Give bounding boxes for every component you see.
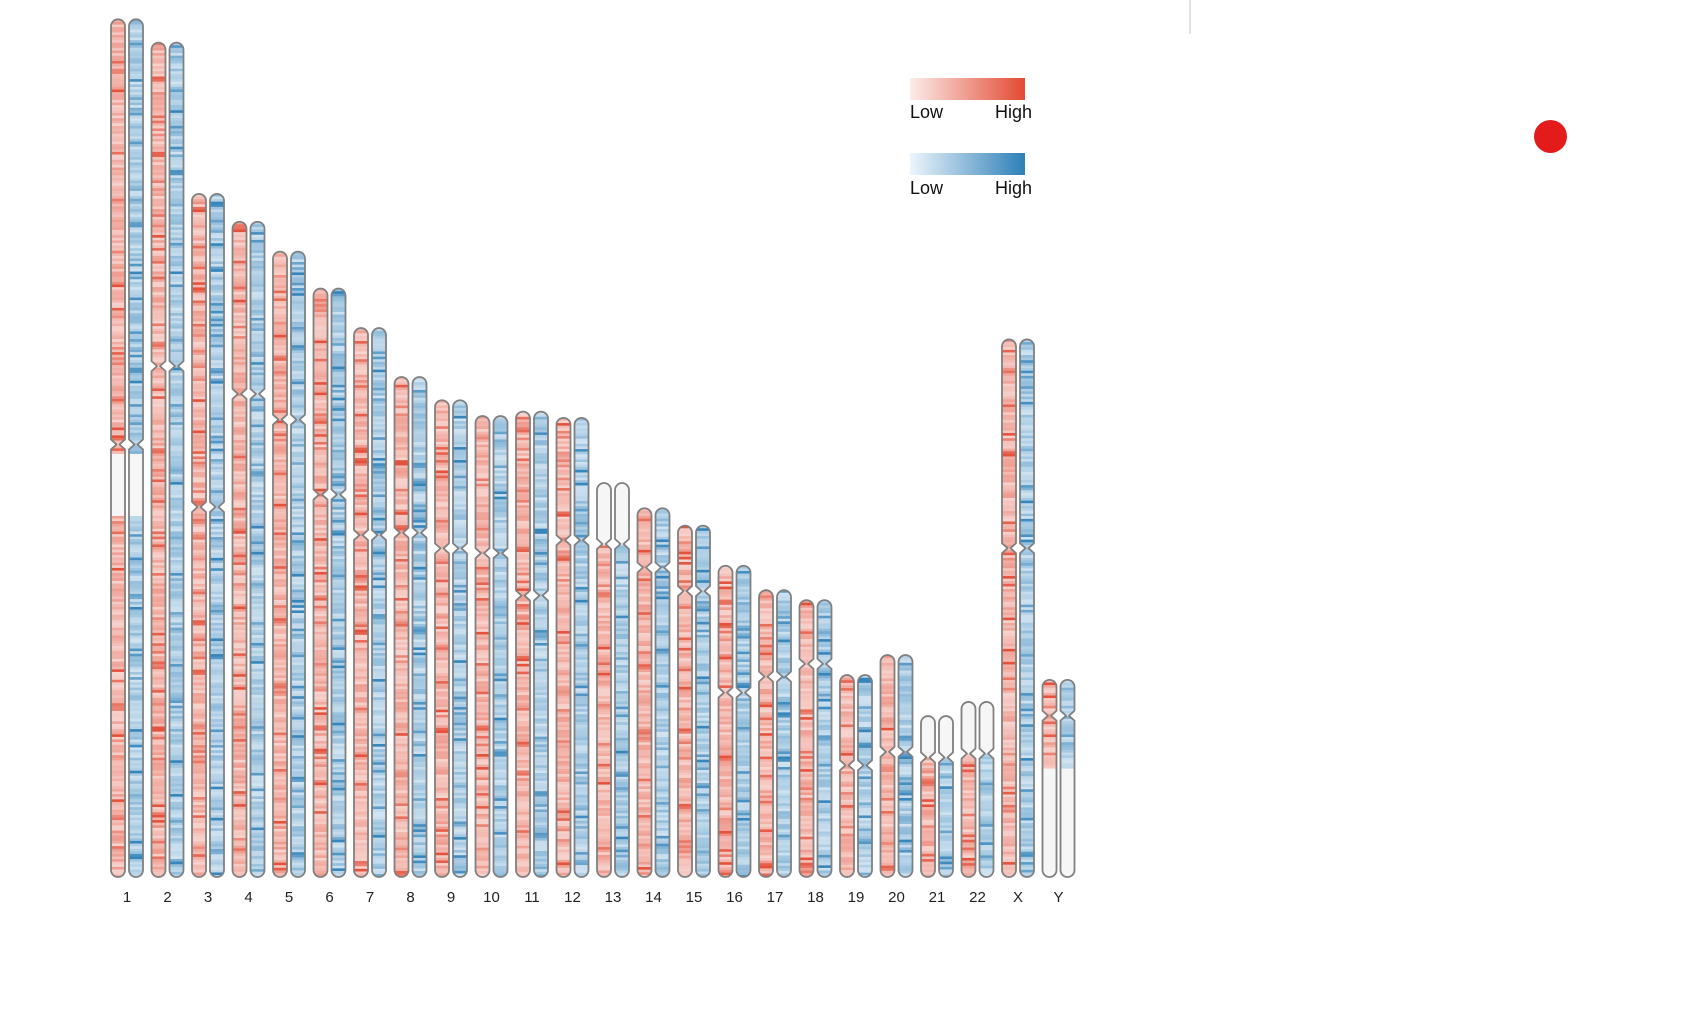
chromosome-11-blue-track[interactable]	[533, 410, 549, 878]
chromosome-6-red-track[interactable]	[312, 287, 329, 880]
chromosome-label-22: 22	[969, 889, 986, 906]
chromosome-21-red-track[interactable]	[920, 715, 936, 878]
karyotype-chart: 1 2 3 4 5 6 7 8 9 10 11 12 13 14 15 16 17 18 19 20 21 22 X Y Lo…	[110, 18, 1076, 906]
chromosome-17-blue-track[interactable]	[776, 589, 792, 879]
chromosome-label-1: 1	[123, 889, 131, 906]
chromosome-8-red-track[interactable]	[393, 376, 410, 879]
record-indicator-icon[interactable]	[1534, 120, 1567, 153]
chromosome-1-red-track[interactable]	[110, 18, 126, 878]
chromosome-15-blue-track[interactable]	[695, 524, 711, 880]
chromosome-label-3: 3	[204, 889, 212, 906]
chromosome-18-blue-track[interactable]	[816, 599, 833, 879]
chromosome-11-red-track[interactable]	[515, 410, 531, 878]
chromosome-19-blue-track[interactable]	[857, 674, 873, 878]
chromosome-label-12: 12	[564, 889, 581, 906]
chromosome-label-21: 21	[929, 889, 946, 906]
chromosome-Y-red-track[interactable]	[1041, 678, 1058, 878]
chromosome-label-11: 11	[524, 889, 540, 906]
chromosome-3-red-track[interactable]	[191, 192, 207, 878]
chromosome-9-blue-track[interactable]	[452, 399, 468, 879]
chromosome-20-red-track[interactable]	[879, 654, 896, 879]
chromosome-label-20: 20	[888, 889, 905, 906]
chromosome-7-blue-track[interactable]	[371, 327, 387, 880]
chromosome-15-red-track[interactable]	[677, 524, 693, 880]
chromosome-label-10: 10	[483, 889, 500, 906]
chromosome-13-blue-track[interactable]	[614, 482, 630, 879]
chromosome-label-8: 8	[406, 889, 414, 906]
chromosome-label-5: 5	[285, 889, 293, 906]
chromosome-X-red-track[interactable]	[1001, 338, 1017, 878]
chromosome-Y-blue-track[interactable]	[1059, 678, 1076, 878]
chromosome-label-9: 9	[447, 889, 455, 906]
chromosome-22-red-track[interactable]	[960, 701, 977, 879]
legend: Low High Low High	[910, 78, 1032, 198]
legend-blue-high-label: High	[995, 178, 1032, 198]
chromosome-label-4: 4	[244, 889, 252, 906]
chromosome-8-blue-track[interactable]	[411, 376, 428, 879]
legend-blue-gradient	[910, 153, 1025, 175]
chromosome-label-2: 2	[163, 889, 171, 906]
chromosome-label-16: 16	[726, 889, 743, 906]
legend-red-low-label: Low	[910, 102, 944, 122]
chromosome-12-blue-track[interactable]	[573, 416, 590, 879]
legend-red-gradient	[910, 78, 1025, 100]
chromosome-1-blue-track[interactable]	[128, 18, 144, 878]
chromosome-20-blue-track[interactable]	[897, 654, 914, 879]
chromosome-2-red-track[interactable]	[150, 41, 167, 878]
chromosome-18-red-track[interactable]	[798, 599, 815, 879]
chromosome-label-group: 1 2 3 4 5 6 7 8 9 10 11 12 13 14 15 16 17 18 19 20 21 22 X Y	[123, 889, 1064, 906]
chromosome-21-blue-track[interactable]	[938, 715, 954, 878]
chromosome-22-blue-track[interactable]	[978, 701, 995, 879]
chromosome-9-red-track[interactable]	[434, 399, 450, 879]
chromosome-label-X: X	[1013, 889, 1023, 906]
chromosome-13-red-track[interactable]	[596, 482, 612, 879]
chromosome-label-18: 18	[807, 889, 824, 906]
chromosome-10-red-track[interactable]	[474, 415, 491, 879]
chromosome-5-blue-track[interactable]	[290, 250, 306, 879]
chromosome-label-19: 19	[848, 889, 865, 906]
chromosome-4-red-track[interactable]	[231, 220, 248, 880]
chromosome-19-red-track[interactable]	[839, 674, 855, 878]
chromosome-track-group	[110, 18, 1076, 880]
chromosome-label-Y: Y	[1053, 889, 1063, 906]
chromosome-3-blue-track[interactable]	[209, 192, 225, 878]
chromosome-label-17: 17	[767, 889, 784, 906]
chromosome-6-blue-track[interactable]	[330, 287, 347, 880]
chromosome-X-blue-track[interactable]	[1019, 338, 1035, 878]
chromosome-label-15: 15	[686, 889, 703, 906]
chromosome-14-red-track[interactable]	[636, 507, 653, 878]
chromosome-7-red-track[interactable]	[353, 327, 369, 880]
chromosome-label-6: 6	[325, 889, 333, 906]
chromosome-label-14: 14	[645, 889, 662, 906]
chromosome-16-blue-track[interactable]	[735, 564, 752, 878]
panel-divider	[1189, 0, 1191, 34]
chromosome-14-blue-track[interactable]	[654, 507, 671, 878]
chromosome-5-red-track[interactable]	[272, 250, 288, 879]
chromosome-12-red-track[interactable]	[555, 416, 572, 879]
chromosome-2-blue-track[interactable]	[168, 41, 185, 878]
chromosome-label-13: 13	[605, 889, 622, 906]
chromosome-10-blue-track[interactable]	[492, 415, 509, 879]
legend-blue-low-label: Low	[910, 178, 944, 198]
chromosome-16-red-track[interactable]	[717, 564, 734, 878]
chromosome-label-7: 7	[366, 889, 374, 906]
chromosome-4-blue-track[interactable]	[249, 220, 266, 880]
legend-red-high-label: High	[995, 102, 1032, 122]
chromosome-17-red-track[interactable]	[758, 589, 774, 879]
